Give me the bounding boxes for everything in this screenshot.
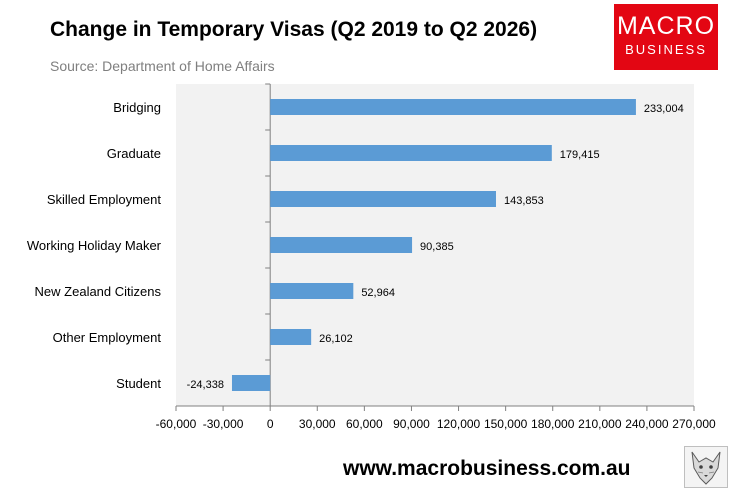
category-label: New Zealand Citizens <box>35 284 162 299</box>
x-tick-label: 0 <box>267 417 274 431</box>
x-tick-label: 270,000 <box>672 417 716 431</box>
logo-line-2: BUSINESS <box>625 42 707 57</box>
category-label: Student <box>116 376 161 391</box>
bar <box>270 329 312 345</box>
x-tick-label: 90,000 <box>393 417 430 431</box>
logo-line-1: MACRO <box>616 12 716 40</box>
chart-subtitle: Source: Department of Home Affairs <box>50 58 275 74</box>
x-tick-label: 210,000 <box>578 417 622 431</box>
website-url: www.macrobusiness.com.au <box>343 457 631 480</box>
category-label: Other Employment <box>53 330 162 345</box>
plot-area <box>176 84 694 406</box>
x-tick-label: 60,000 <box>346 417 383 431</box>
macrobusiness-logo: MACRO BUSINESS <box>614 4 718 70</box>
bar <box>270 237 413 253</box>
data-label: 52,964 <box>361 287 395 299</box>
data-label: 143,853 <box>504 195 544 207</box>
bar <box>231 375 271 391</box>
x-tick-label: 150,000 <box>484 417 528 431</box>
chart-title: Change in Temporary Visas (Q2 2019 to Q2… <box>50 18 538 41</box>
bar <box>270 145 552 161</box>
x-tick-label: 30,000 <box>299 417 336 431</box>
x-tick-label: 240,000 <box>625 417 669 431</box>
category-label: Working Holiday Maker <box>27 238 162 253</box>
bar <box>270 191 496 207</box>
x-tick-label: 180,000 <box>531 417 575 431</box>
category-label: Skilled Employment <box>47 192 162 207</box>
x-tick-label: -60,000 <box>156 417 197 431</box>
bar <box>270 283 354 299</box>
category-label: Bridging <box>113 100 161 115</box>
data-label: 26,102 <box>319 333 353 345</box>
x-tick-label: 120,000 <box>437 417 481 431</box>
x-tick-label: -30,000 <box>203 417 244 431</box>
bar <box>270 99 636 115</box>
data-label: -24,338 <box>187 379 224 391</box>
data-label: 233,004 <box>644 103 684 115</box>
data-label: 90,385 <box>420 241 454 253</box>
category-label: Graduate <box>107 146 161 161</box>
data-label: 179,415 <box>560 149 600 161</box>
wolf-emblem-icon <box>684 446 728 488</box>
